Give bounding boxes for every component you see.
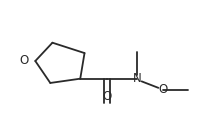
Text: O: O — [158, 83, 167, 96]
Text: O: O — [19, 55, 28, 67]
Text: N: N — [133, 72, 141, 85]
Text: O: O — [102, 90, 112, 103]
